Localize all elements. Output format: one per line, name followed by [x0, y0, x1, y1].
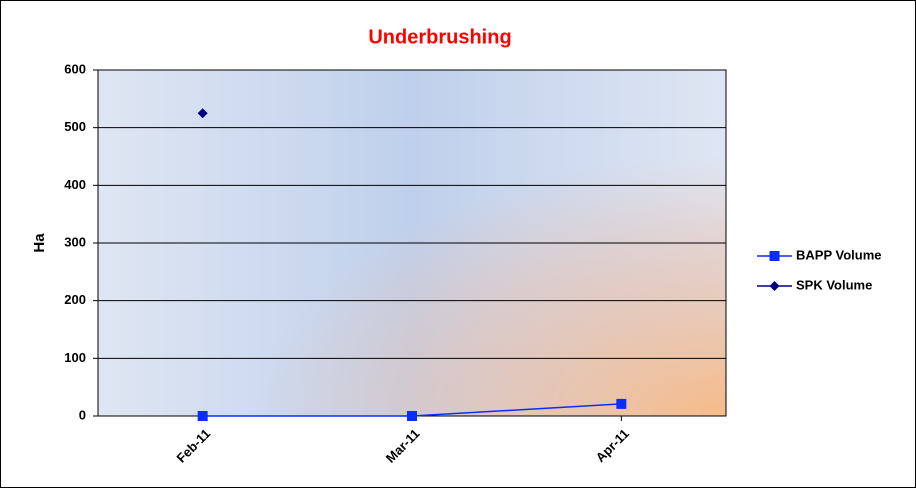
- chart-title: Underbrushing: [368, 26, 511, 48]
- y-tick-label: 200: [64, 292, 86, 307]
- legend-label: SPK Volume: [796, 277, 872, 292]
- legend-marker: [769, 281, 780, 291]
- data-point: [197, 108, 208, 119]
- data-point: [407, 411, 417, 421]
- y-tick-label: 400: [64, 177, 86, 192]
- legend-label: BAPP Volume: [796, 247, 881, 262]
- data-point: [197, 411, 208, 421]
- y-tick-label: 500: [64, 119, 86, 134]
- legend-marker: [769, 251, 780, 261]
- y-tick-label: 600: [64, 61, 86, 76]
- y-axis-label: Ha: [31, 233, 48, 253]
- y-tick-label: 0: [79, 407, 86, 422]
- y-tick-label: 100: [64, 350, 86, 365]
- y-tick-label: 300: [64, 234, 86, 249]
- data-point: [616, 398, 627, 409]
